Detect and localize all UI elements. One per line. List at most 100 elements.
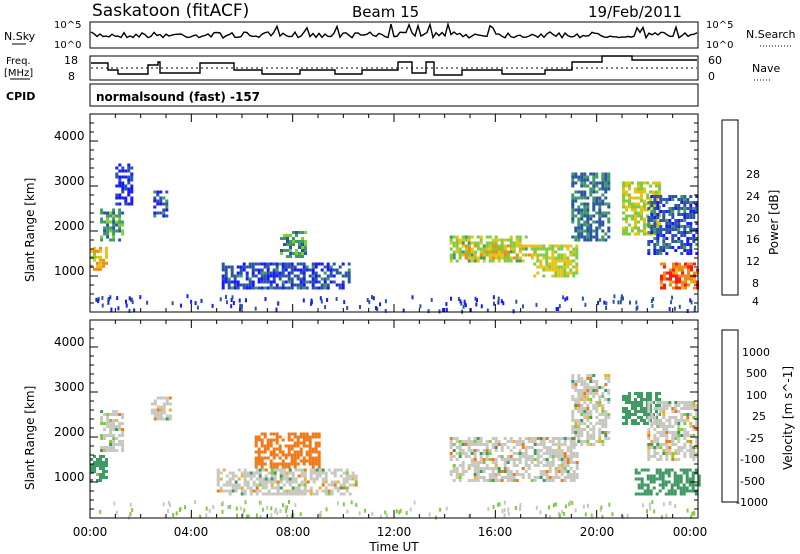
velocity-cell-r6 <box>574 434 578 437</box>
power-cell-r4 <box>239 265 243 269</box>
velocity-cell-r3 <box>225 483 229 487</box>
power-cell-r8 <box>545 268 549 272</box>
velocity-ground-scatter <box>194 500 197 505</box>
power-cell-r7 <box>467 244 471 248</box>
power-cell-r7 <box>464 244 468 248</box>
velocity-cell-r2 <box>153 408 157 412</box>
velocity-cell-r6 <box>586 383 590 386</box>
velocity-cell-r8 <box>664 468 668 472</box>
power-cell-r11 <box>660 280 663 284</box>
power-cell-r4 <box>311 274 315 278</box>
velocity-cell-r6 <box>589 386 593 389</box>
power-cell-r6 <box>509 238 513 242</box>
power-cell-r0 <box>96 255 99 259</box>
velocity-cell-r6 <box>583 440 587 443</box>
velocity-cell-r8 <box>691 474 695 478</box>
velocity-cell-r3 <box>258 474 262 478</box>
power-cell-r12 <box>656 201 660 204</box>
velocity-cell-r3 <box>279 486 283 490</box>
power-ground-scatter <box>225 300 228 305</box>
power-cell-r10 <box>646 196 649 200</box>
power-cell-r12 <box>686 198 690 201</box>
power-ground-scatter <box>302 298 305 303</box>
velocity-ground-scatter <box>686 508 689 513</box>
velocity-cell-r5 <box>539 476 543 479</box>
velocity-cell-r3 <box>273 468 277 472</box>
velocity-cell-r4 <box>254 438 258 442</box>
velocity-ground-scatter <box>503 508 506 513</box>
power-cell-r9 <box>592 202 596 206</box>
velocity-cell-r5 <box>563 467 567 470</box>
velocity-cell-r9 <box>695 446 699 449</box>
power-cell-r4 <box>272 262 276 266</box>
power-cell-r4 <box>251 283 255 287</box>
velocity-cell-r3 <box>333 480 337 484</box>
velocity-cell-r6 <box>577 425 581 428</box>
velocity-cell-r3 <box>288 471 292 475</box>
power-cell-r9 <box>595 226 599 230</box>
power-cell-r12 <box>662 249 666 252</box>
power-cell-r11 <box>687 277 690 281</box>
velocity-cell-r3 <box>345 477 349 481</box>
power-cell-r9 <box>580 217 584 221</box>
velocity-cell-r5 <box>509 476 513 479</box>
power-cell-r9 <box>586 214 590 218</box>
power-cell-r10 <box>622 181 625 185</box>
velocity-ground-scatter <box>282 503 284 508</box>
power-cell-r9 <box>601 181 605 185</box>
power-cell-r1 <box>121 232 125 236</box>
power-cell-r6 <box>467 241 471 245</box>
velocity-cell-r6 <box>580 407 584 410</box>
velocity-cell-r3 <box>216 468 220 472</box>
velocity-cell-r1 <box>100 446 104 449</box>
velocity-cell-r1 <box>121 440 125 443</box>
velocity-cell-r3 <box>240 492 244 496</box>
power-cell-r12 <box>668 213 672 216</box>
power-cell-r9 <box>580 196 584 200</box>
velocity-cell-r5 <box>527 455 531 458</box>
velocity-ground-scatter <box>319 510 322 515</box>
power-cell-r11 <box>669 268 672 272</box>
power-panel: 4000 3000 2000 1000 Slant Range [km] <box>23 113 699 314</box>
power-cell-r4 <box>260 268 264 272</box>
velocity-cell-r5 <box>503 464 507 467</box>
power-cell-r9 <box>595 232 599 236</box>
power-cell-r8 <box>566 256 570 260</box>
velocity-cell-r0 <box>96 464 99 467</box>
power-cell-r12 <box>692 216 696 219</box>
velocity-cell-r7 <box>646 422 649 425</box>
velocity-cell-r5 <box>476 443 480 446</box>
xtick-label-0000: 00:00 <box>73 525 108 539</box>
power-cell-r8 <box>569 253 573 257</box>
velocity-cell-r4 <box>275 432 279 436</box>
power-cell-r9 <box>592 208 596 212</box>
velocity-cell-r1 <box>100 434 104 437</box>
power-cell-r12 <box>683 213 687 216</box>
power-ground-scatter <box>463 299 466 304</box>
velocity-cell-r5 <box>563 464 567 467</box>
velocity-ground-scatter <box>584 512 587 517</box>
power-cell-r1 <box>112 229 116 233</box>
power-cell-r11 <box>660 283 663 287</box>
power-cell-r4 <box>251 286 255 290</box>
velocity-cell-r5 <box>494 467 498 470</box>
power-cell-r10 <box>625 232 628 236</box>
velocity-cell-r3 <box>339 486 343 490</box>
velocity-cell-r5 <box>494 446 498 449</box>
power-cell-r10 <box>634 202 637 206</box>
power-cell-r12 <box>653 252 657 255</box>
velocity-ground-scatter <box>571 501 574 505</box>
velocity-cell-r5 <box>527 440 531 443</box>
power-cell-r7 <box>482 253 486 257</box>
power-cell-r4 <box>266 271 270 275</box>
power-cell-r0 <box>105 246 108 250</box>
power-cell-r9 <box>598 238 602 242</box>
power-ground-scatter <box>668 307 671 312</box>
velocity-cell-r6 <box>595 440 599 443</box>
power-cell-r6 <box>461 253 465 257</box>
velocity-cell-r5 <box>458 449 462 452</box>
velocity-cell-r6 <box>595 386 599 389</box>
velocity-cell-r9 <box>656 407 660 410</box>
velocity-cell-r6 <box>595 392 599 395</box>
